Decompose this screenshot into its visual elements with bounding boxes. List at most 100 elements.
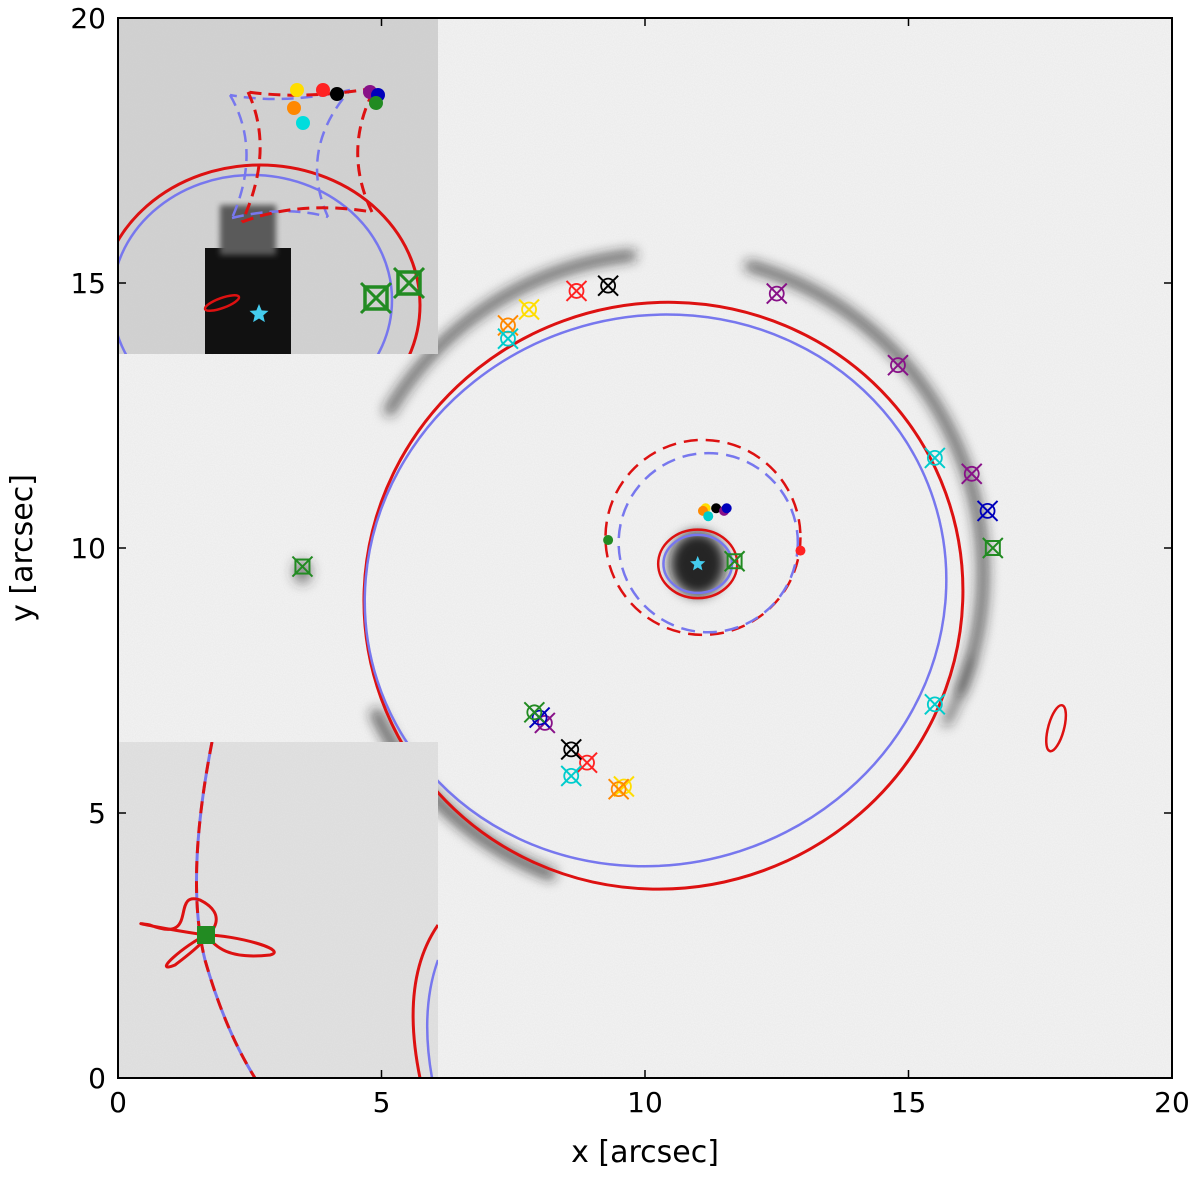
observed-image-marker bbox=[976, 500, 999, 522]
x-tick-label: 5 bbox=[373, 1086, 391, 1119]
axis-tick-labels: 0 5 10 15 20 0 5 10 15 20 bbox=[70, 2, 1189, 1119]
y-tick-label: 20 bbox=[70, 2, 106, 35]
source-position-marker bbox=[711, 503, 722, 514]
observed-image-marker bbox=[607, 778, 630, 800]
arc-feature bbox=[382, 250, 637, 417]
observed-image-marker bbox=[887, 354, 909, 376]
observed-image-marker bbox=[565, 280, 588, 302]
inset-lens-core bbox=[205, 248, 291, 354]
observed-image-marker bbox=[766, 282, 788, 305]
observed-image-marker bbox=[613, 775, 635, 798]
critical-curves bbox=[362, 300, 1068, 891]
model-image-marker bbox=[926, 449, 943, 466]
observed-image-marker bbox=[597, 274, 619, 297]
axis-ticks bbox=[117, 17, 1173, 1079]
inset-source-marker bbox=[316, 83, 330, 97]
observed-square-marker bbox=[294, 558, 311, 575]
model-image-marker bbox=[531, 709, 548, 726]
inset-lens-halo bbox=[220, 205, 276, 255]
lens-center-star bbox=[690, 555, 706, 571]
inset-critical-curve-red bbox=[118, 163, 422, 354]
outer-caustic bbox=[1045, 703, 1068, 753]
inset-tangential-curve-blue bbox=[425, 959, 438, 1078]
observed-image-marker bbox=[291, 555, 314, 578]
observed-image-marker bbox=[523, 701, 546, 724]
x-tick-label: 10 bbox=[627, 1086, 663, 1119]
inset-tl-content bbox=[118, 83, 426, 354]
counter-image-blob bbox=[293, 559, 312, 584]
x-tick-label: 15 bbox=[891, 1086, 927, 1119]
radial-caustic bbox=[604, 438, 802, 637]
model-image-marker bbox=[926, 696, 943, 713]
observed-image-marker bbox=[560, 738, 582, 761]
inset-green-x bbox=[359, 281, 393, 315]
observed-image-marker bbox=[518, 298, 540, 321]
radial-caustic bbox=[617, 451, 800, 634]
model-image-marker bbox=[979, 502, 996, 519]
y-tick-label: 10 bbox=[70, 532, 106, 565]
y-tick-label: 15 bbox=[70, 267, 106, 300]
observed-image-marker bbox=[560, 765, 582, 787]
source-position-marker bbox=[721, 503, 732, 514]
observed-square-marker bbox=[726, 553, 743, 570]
inset-bl-content bbox=[139, 742, 438, 1078]
model-image-marker bbox=[500, 330, 516, 347]
inset-green-square bbox=[396, 270, 422, 296]
observed-image-marker bbox=[497, 327, 519, 350]
model-image-marker bbox=[536, 715, 553, 731]
inset-green-source bbox=[197, 926, 215, 944]
inset-caustic-blue bbox=[228, 88, 351, 220]
arc-feature bbox=[941, 656, 975, 727]
tangential-critical-curve bbox=[362, 300, 965, 891]
inset-bl-noise bbox=[118, 742, 438, 1078]
image-markers bbox=[291, 274, 1004, 800]
inset-four-lobe-caustic bbox=[139, 897, 276, 969]
inset-green-x bbox=[392, 266, 426, 300]
tangential-critical-curve bbox=[363, 313, 948, 868]
inset-tangential-curve-red bbox=[411, 924, 438, 1078]
inset-caustic-red bbox=[240, 86, 377, 224]
inset-green-square bbox=[363, 285, 389, 311]
model-image-marker bbox=[526, 704, 543, 721]
y-tick-label: 5 bbox=[88, 797, 106, 830]
y-axis-label: y [arcsec] bbox=[5, 474, 40, 622]
observed-image-marker bbox=[982, 537, 1004, 559]
inset-source-marker bbox=[290, 83, 304, 97]
model-image-marker bbox=[568, 283, 585, 299]
model-image-marker bbox=[579, 754, 595, 771]
inset-top-left bbox=[118, 18, 438, 354]
lens-center-star bbox=[249, 304, 269, 323]
model-image-marker bbox=[600, 277, 617, 294]
y-tick-label: 0 bbox=[88, 1062, 106, 1095]
observed-image-marker bbox=[723, 550, 746, 572]
inset-source-marker bbox=[330, 87, 344, 101]
model-image-marker bbox=[963, 465, 980, 482]
source-position-marker bbox=[603, 535, 614, 546]
x-axis-label: x [arcsec] bbox=[571, 1135, 719, 1170]
model-image-marker bbox=[610, 781, 627, 798]
inset-small-caustic bbox=[203, 294, 241, 312]
x-tick-label: 0 bbox=[109, 1086, 127, 1119]
inset-source-marker bbox=[287, 101, 301, 115]
inset-critical-curve-blue bbox=[118, 173, 394, 354]
observed-image-marker bbox=[924, 693, 946, 716]
source-position-marker bbox=[703, 511, 714, 522]
source-position-marker bbox=[795, 545, 806, 556]
inset-source-marker bbox=[369, 96, 383, 110]
model-image-marker bbox=[890, 357, 906, 374]
model-image-marker bbox=[521, 301, 537, 318]
inset-bottom-left bbox=[118, 742, 438, 1078]
observed-image-marker bbox=[576, 751, 598, 774]
inset-radial-curve-red bbox=[195, 742, 257, 1078]
inset-source-marker bbox=[296, 116, 310, 130]
x-tick-label: 20 bbox=[1154, 1086, 1190, 1119]
model-image-marker bbox=[768, 285, 785, 302]
observed-square-marker bbox=[984, 540, 1001, 556]
arc-feature bbox=[369, 707, 557, 881]
model-image-marker bbox=[563, 741, 580, 758]
model-image-marker bbox=[563, 768, 580, 784]
observed-image-marker bbox=[924, 447, 946, 469]
observed-image-marker bbox=[961, 463, 983, 485]
arc-feature bbox=[744, 259, 989, 697]
